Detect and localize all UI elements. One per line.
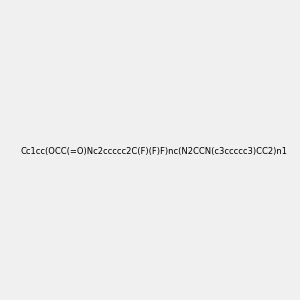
Text: Cc1cc(OCC(=O)Nc2ccccc2C(F)(F)F)nc(N2CCN(c3ccccc3)CC2)n1: Cc1cc(OCC(=O)Nc2ccccc2C(F)(F)F)nc(N2CCN(… xyxy=(20,147,287,156)
